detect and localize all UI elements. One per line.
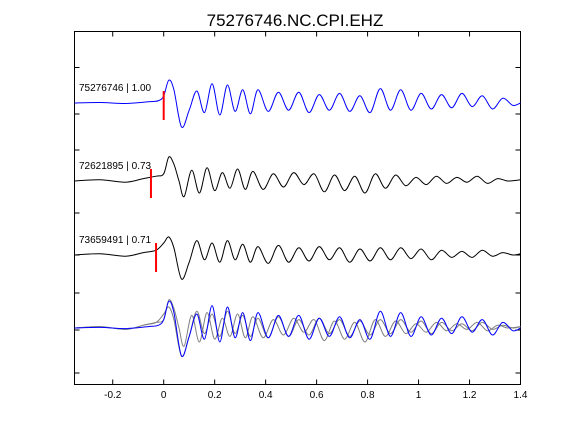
overlay-waveform-75276746 xyxy=(74,300,521,358)
axis-ticks: -0.2 0 0.2 0.4 0.6 0.8 1 1.2 1.4 xyxy=(74,31,528,401)
trace-label: 73659491 | 0.71 xyxy=(79,235,152,246)
x-tick-label: 1.4 xyxy=(514,390,528,401)
trace-label: 72621895 | 0.73 xyxy=(79,161,152,172)
x-tick-label: 0 xyxy=(161,390,167,401)
waveform-line xyxy=(74,79,521,129)
trace-label: 75276746 | 1.00 xyxy=(79,83,152,94)
x-tick-label: -0.2 xyxy=(104,390,122,401)
trace-panels: 75276746 | 1.00 72621895 | 0.73 73659491 |… xyxy=(74,79,521,280)
trace-72621895: 72621895 | 0.73 xyxy=(74,156,521,198)
chart-title: 75276746.NC.CPI.EHZ xyxy=(207,11,384,30)
x-tick-label: 1 xyxy=(416,390,422,401)
trace-73659491: 73659491 | 0.71 xyxy=(74,235,521,280)
overlay-panel xyxy=(74,299,521,358)
waveform-line xyxy=(74,236,521,280)
plot-frame xyxy=(74,31,521,385)
overlay-waveform-72621895 xyxy=(74,299,521,347)
x-tick-label: 1.2 xyxy=(463,390,477,401)
overlay-waveform-73659491 xyxy=(74,306,521,357)
x-tick-label: 0.4 xyxy=(259,390,273,401)
x-tick-label: 0.2 xyxy=(208,390,222,401)
trace-75276746: 75276746 | 1.00 xyxy=(74,79,521,129)
waveform-line xyxy=(74,156,521,198)
x-tick-label: 0.8 xyxy=(361,390,375,401)
x-tick-label: 0.6 xyxy=(310,390,324,401)
